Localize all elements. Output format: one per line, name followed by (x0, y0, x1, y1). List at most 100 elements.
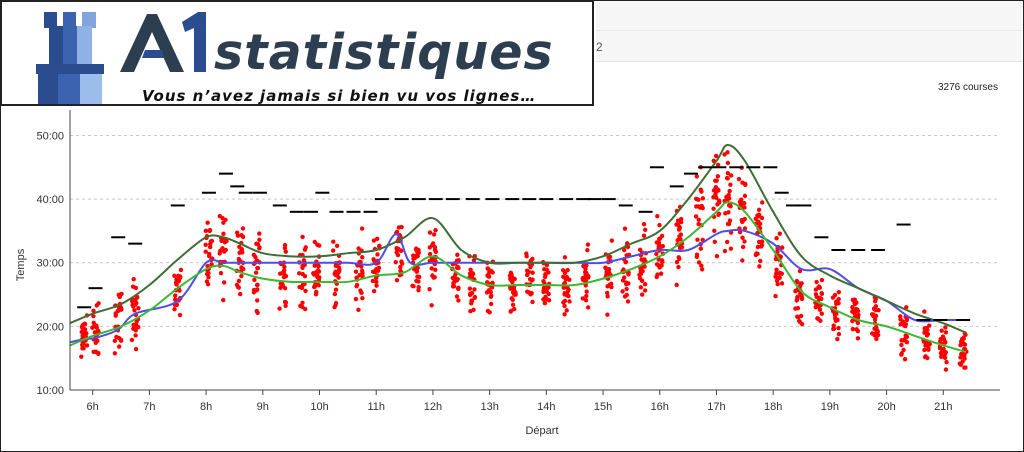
y-tick-label: 50:00 (36, 130, 64, 142)
scatter-point (939, 349, 945, 355)
scatter-point (922, 347, 927, 353)
brand-name: statistiques (214, 24, 554, 81)
scatter-point (255, 265, 261, 271)
scatter-point (584, 289, 589, 294)
scatter-point (641, 222, 647, 227)
scatter-point (565, 267, 570, 273)
scatter-point (282, 286, 288, 291)
scatter-point (112, 338, 118, 344)
scatter-point (282, 264, 287, 270)
scatter-point (642, 288, 648, 293)
scatter-point (831, 323, 836, 328)
scatter-point (777, 231, 783, 236)
scatter-point (354, 284, 359, 289)
scatter-point (727, 188, 732, 194)
scatter-point (526, 290, 531, 295)
scatter-point (742, 226, 748, 231)
scatter-point (831, 326, 836, 332)
scatter-point (374, 279, 379, 285)
scatter-point (960, 359, 965, 364)
scatter-point (336, 268, 342, 273)
scatter-point (240, 226, 246, 231)
scatter-point (360, 295, 365, 301)
scatter-point (712, 228, 717, 234)
scatter-point (755, 251, 760, 257)
scatter-point (510, 302, 516, 307)
scatter-point (695, 197, 700, 202)
scatter-point (84, 343, 90, 348)
scatter-point (96, 350, 101, 356)
x-tick-label: 14h (537, 401, 555, 413)
scatter-point (855, 320, 861, 326)
scatter-point (817, 307, 823, 312)
scatter-point (736, 176, 742, 182)
scatter-point (541, 288, 546, 293)
scatter-point (112, 351, 118, 356)
scatter-point (698, 246, 704, 251)
scatter-point (469, 291, 475, 296)
scatter-point (454, 294, 460, 299)
scatter-point (172, 273, 177, 279)
scatter-point (283, 303, 288, 308)
scatter-point (711, 206, 716, 211)
scatter-point (816, 316, 821, 322)
scatter-point (657, 236, 662, 242)
scatter-point (678, 216, 684, 222)
scatter-point (433, 267, 438, 273)
scatter-point (722, 152, 727, 157)
scatter-point (712, 239, 718, 245)
scatter-point (359, 290, 364, 296)
scatter-point (251, 287, 257, 293)
scatter-point (416, 284, 421, 290)
scatter-point (542, 266, 547, 272)
scatter-point (239, 233, 244, 238)
scatter-point (331, 239, 336, 244)
scatter-point (713, 186, 718, 191)
scatter-point (626, 281, 631, 286)
scatter-point (723, 211, 728, 216)
scatter-point (176, 279, 181, 284)
scatter-point (869, 312, 875, 317)
scatter-point (716, 211, 722, 216)
y-tick-label: 40:00 (36, 194, 64, 206)
scatter-point (819, 291, 824, 296)
scatter-point (609, 238, 615, 243)
scatter-point (219, 238, 224, 244)
scatter-point (604, 290, 610, 296)
scatter-point (755, 244, 761, 250)
scatter-point (854, 300, 859, 305)
scatter-point (509, 296, 514, 301)
x-tick-label: 12h (424, 401, 442, 413)
scatter-point (374, 236, 380, 242)
scatter-point (675, 222, 681, 227)
scatter-point (312, 263, 317, 268)
scatter-point (698, 187, 703, 192)
scatter-point (642, 282, 648, 287)
y-tick-label: 10:00 (36, 385, 64, 397)
scatter-point (467, 271, 473, 276)
scatter-point (562, 303, 567, 309)
scatter-point (728, 204, 733, 209)
scatter-point (527, 277, 533, 282)
scatter-point (679, 245, 685, 250)
scatter-point (333, 272, 339, 278)
scatter-point (300, 300, 305, 305)
scatter-point (927, 342, 932, 347)
series-line-3 (69, 143, 967, 334)
scatter-point (943, 330, 949, 335)
scatter-point (605, 294, 610, 299)
scatter-point (172, 306, 177, 312)
scatter-point (742, 181, 748, 186)
scatter-point (297, 284, 302, 290)
scatter-point (209, 238, 215, 244)
scatter-point (607, 282, 613, 287)
scatter-point (621, 247, 627, 253)
series-line-1 (69, 228, 964, 344)
scatter-point (133, 333, 138, 338)
scatter-point (943, 325, 948, 330)
scatter-point (253, 270, 259, 275)
scatter-point (303, 245, 308, 250)
scatter-point (660, 243, 665, 249)
scatter-point (508, 276, 513, 282)
scatter-point (728, 173, 734, 178)
